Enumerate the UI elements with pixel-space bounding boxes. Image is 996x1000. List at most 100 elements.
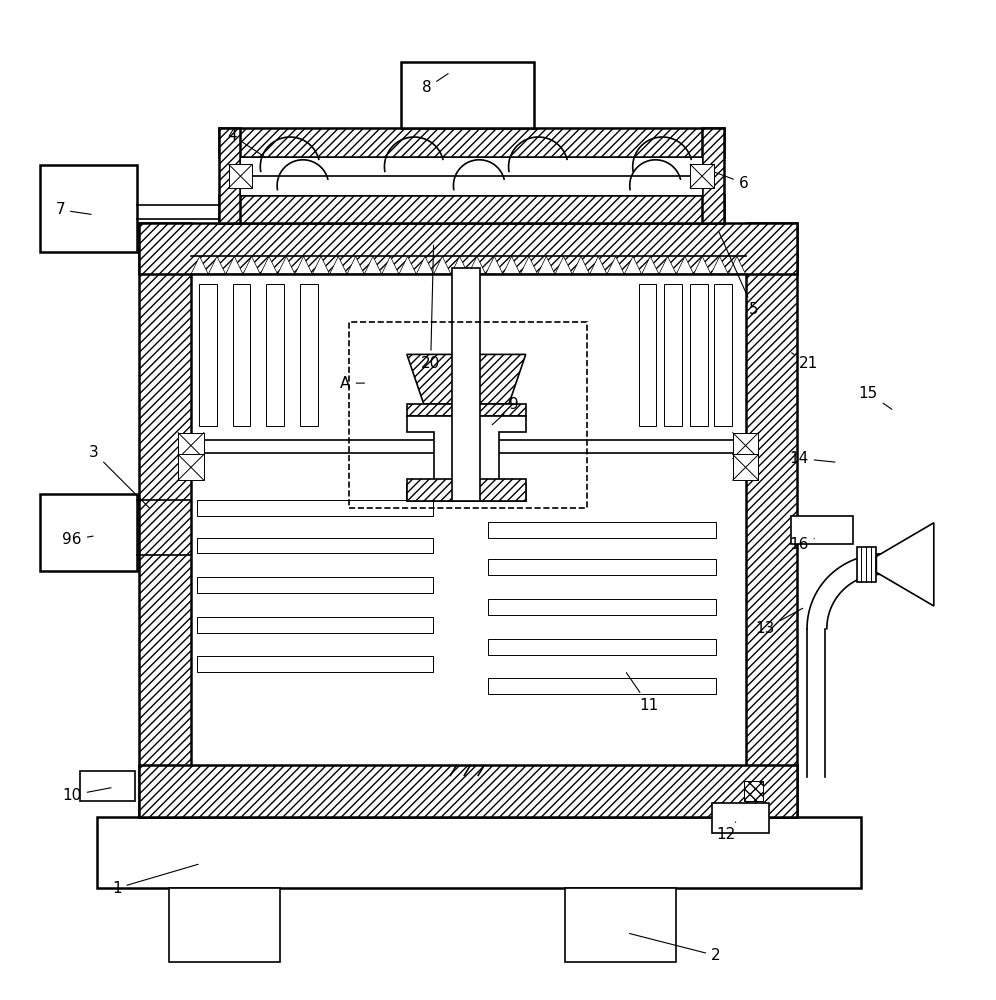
Polygon shape	[226, 256, 243, 274]
Bar	[41, 494, 137, 571]
Bar	[240, 157, 702, 195]
Bar	[407, 479, 526, 501]
Polygon shape	[243, 256, 260, 274]
Bar	[733, 454, 759, 480]
Bar	[219, 128, 240, 223]
Text: 13: 13	[756, 608, 803, 636]
Polygon shape	[641, 256, 659, 274]
Bar	[266, 284, 284, 426]
Bar	[197, 656, 432, 672]
Bar	[169, 888, 280, 962]
Polygon shape	[347, 256, 365, 274]
Text: 5: 5	[719, 232, 758, 317]
Polygon shape	[278, 256, 295, 274]
Polygon shape	[607, 256, 624, 274]
Bar	[857, 547, 876, 582]
Bar	[638, 284, 656, 426]
Polygon shape	[399, 256, 416, 274]
Text: 16: 16	[790, 537, 815, 552]
Polygon shape	[590, 256, 607, 274]
Bar	[197, 617, 432, 633]
Bar	[350, 322, 587, 508]
Polygon shape	[407, 354, 526, 404]
Bar	[41, 165, 137, 252]
Polygon shape	[555, 256, 573, 274]
Bar	[664, 284, 682, 426]
Bar	[229, 164, 252, 188]
Bar	[488, 639, 716, 655]
Polygon shape	[728, 256, 746, 274]
Text: 14: 14	[790, 451, 835, 466]
Bar	[702, 128, 724, 223]
Text: 9: 9	[492, 397, 519, 425]
Polygon shape	[433, 256, 451, 274]
Polygon shape	[520, 256, 538, 274]
Text: 12: 12	[716, 822, 736, 842]
Polygon shape	[693, 256, 711, 274]
Text: 1: 1	[112, 864, 198, 896]
Polygon shape	[468, 256, 486, 274]
Bar	[690, 284, 708, 426]
Bar	[139, 223, 191, 817]
Polygon shape	[486, 256, 503, 274]
Bar	[407, 404, 526, 416]
Polygon shape	[407, 416, 526, 501]
Polygon shape	[295, 256, 313, 274]
Bar	[712, 803, 769, 833]
Bar	[219, 128, 724, 157]
Text: 8: 8	[422, 74, 448, 95]
Bar	[791, 516, 853, 544]
Polygon shape	[676, 256, 693, 274]
Text: 10: 10	[63, 788, 111, 803]
Bar	[401, 62, 534, 128]
Bar	[488, 522, 716, 538]
Polygon shape	[208, 256, 226, 274]
Bar	[197, 577, 432, 593]
Bar	[219, 195, 724, 223]
Polygon shape	[711, 256, 728, 274]
Bar	[197, 538, 432, 553]
Text: 21: 21	[792, 353, 819, 371]
Text: 4: 4	[228, 128, 266, 158]
Polygon shape	[330, 256, 347, 274]
Text: 15: 15	[859, 386, 891, 409]
Text: 6: 6	[714, 172, 749, 191]
Bar	[714, 284, 732, 426]
Bar	[488, 599, 716, 615]
Text: 11: 11	[626, 673, 658, 713]
Polygon shape	[659, 256, 676, 274]
Bar	[191, 274, 746, 765]
Bar	[690, 164, 714, 188]
Text: 96: 96	[63, 532, 94, 547]
Polygon shape	[538, 256, 555, 274]
Bar	[566, 888, 676, 962]
Bar	[744, 781, 764, 801]
Bar	[197, 500, 432, 516]
Text: 2: 2	[629, 934, 721, 963]
Bar	[178, 433, 204, 458]
Bar	[232, 284, 250, 426]
Bar	[746, 223, 797, 817]
Polygon shape	[503, 256, 520, 274]
Bar	[139, 765, 797, 817]
Bar	[733, 433, 759, 458]
Polygon shape	[876, 523, 934, 606]
Text: 3: 3	[89, 445, 149, 508]
Text: 7: 7	[56, 202, 92, 217]
Bar	[452, 268, 480, 501]
Polygon shape	[260, 256, 278, 274]
Bar	[488, 678, 716, 694]
Polygon shape	[365, 256, 381, 274]
Text: A: A	[341, 376, 365, 391]
Bar	[139, 223, 797, 274]
Text: 20: 20	[421, 245, 440, 371]
Polygon shape	[624, 256, 641, 274]
Polygon shape	[573, 256, 590, 274]
Polygon shape	[313, 256, 330, 274]
Bar	[97, 817, 862, 888]
Bar	[488, 559, 716, 575]
Bar	[199, 284, 217, 426]
Polygon shape	[381, 256, 399, 274]
Bar	[80, 771, 135, 801]
Bar	[178, 454, 204, 480]
